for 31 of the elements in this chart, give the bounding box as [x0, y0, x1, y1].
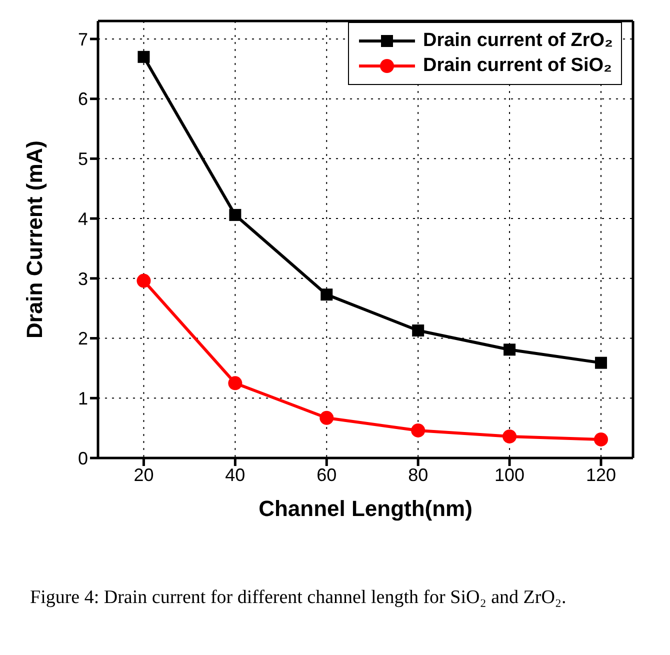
point	[136, 274, 151, 288]
x-tick-label: 120	[586, 464, 616, 485]
point	[502, 429, 517, 444]
y-tick-label: 7	[78, 29, 88, 50]
y-tick-label: 4	[78, 208, 88, 229]
point	[411, 423, 426, 438]
point	[504, 344, 516, 356]
point	[228, 376, 242, 390]
point	[320, 410, 334, 425]
point	[594, 356, 607, 369]
x-tick-label: 100	[494, 464, 525, 485]
point	[138, 50, 150, 63]
y-tick-label: 2	[78, 328, 88, 349]
x-tick-label: 80	[408, 464, 428, 485]
x-axis-title: Channel Length(nm)	[258, 496, 472, 521]
x-tick-label: 20	[134, 464, 154, 485]
point	[229, 208, 242, 221]
y-tick-label: 0	[78, 448, 88, 468]
y-tick-label: 3	[78, 268, 88, 289]
y-tick-label: 5	[78, 149, 88, 170]
point	[412, 324, 424, 336]
point	[594, 432, 608, 446]
y-tick-label: 1	[78, 388, 88, 409]
caption: Figure 4: Drain current for different channel length for SiO₂ and ZrO₂.	[30, 587, 568, 609]
legend-label: Drain current of SiO₂	[422, 55, 612, 77]
y-axis-title: Drain Current (mA)	[22, 140, 47, 339]
point	[320, 288, 333, 301]
x-tick-label: 40	[225, 464, 246, 485]
y-tick-label: 6	[78, 89, 88, 110]
x-tick-label: 60	[316, 464, 337, 485]
legend-label: Drain current of ZrO₂	[422, 30, 613, 52]
